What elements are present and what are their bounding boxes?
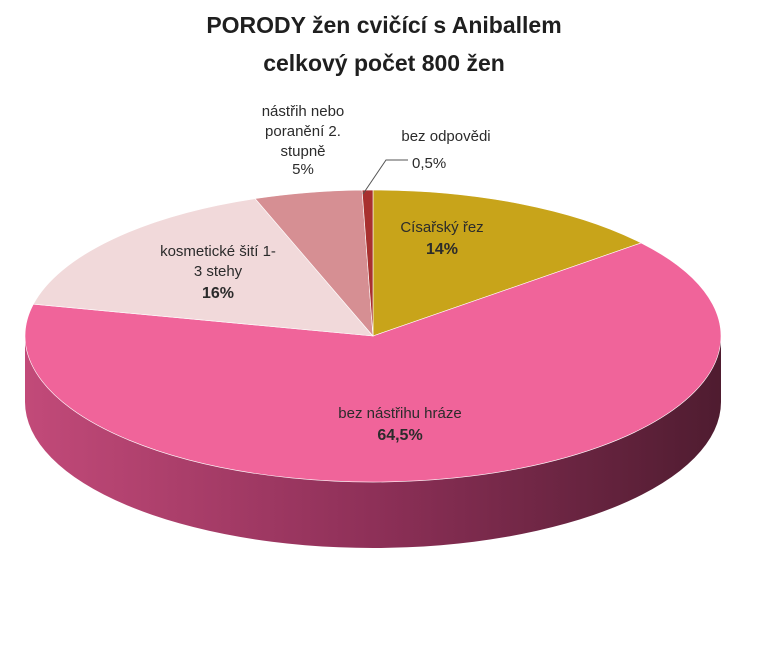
slice-label-name: kosmetické šití 1- [160, 243, 276, 260]
slice-label-name: nástřih nebo [262, 103, 345, 120]
slice-label-name: poranění 2. [265, 123, 341, 140]
slice-label-name: Císařský řez [400, 219, 483, 236]
slice-label-value: 16% [202, 285, 234, 302]
chart-title: PORODY žen cvičící s Aniballem celkový p… [0, 6, 768, 82]
pie-side-face [25, 336, 721, 548]
chart-title-line-1: PORODY žen cvičící s Aniballem [206, 12, 562, 38]
chart-title-line-2: celkový počet 800 žen [263, 50, 505, 76]
slice-label-name: bez nástřihu hráze [338, 405, 461, 422]
slice-label-value: 5% [292, 161, 314, 178]
slice-label-value: 64,5% [377, 427, 422, 444]
slice-label-value: 0,5% [412, 155, 446, 172]
slice-label-name: 3 stehy [194, 263, 243, 280]
pie-slice [32, 198, 374, 337]
pie-3d-side [25, 336, 721, 548]
pie-slice [361, 189, 374, 337]
pie-slices [24, 189, 722, 483]
slice-label-name: stupně [280, 143, 325, 160]
slice-label: bez nástřihu hráze 64,5% [338, 405, 461, 444]
pie-slice [24, 242, 722, 483]
pie-slice [372, 189, 642, 337]
slice-label: bez odpovědi 0,5% [401, 128, 490, 172]
slice-label-name: bez odpovědi [401, 128, 490, 145]
pie-labels: Císařský řez 14% bez nástřihu hráze 64,5% ko… [160, 103, 491, 444]
slice-label-value: 14% [426, 241, 458, 258]
slice-label: kosmetické šití 1- 3 stehy 16% [160, 243, 276, 302]
leader-line [362, 159, 408, 195]
slice-label: Císařský řez 14% [400, 219, 483, 258]
